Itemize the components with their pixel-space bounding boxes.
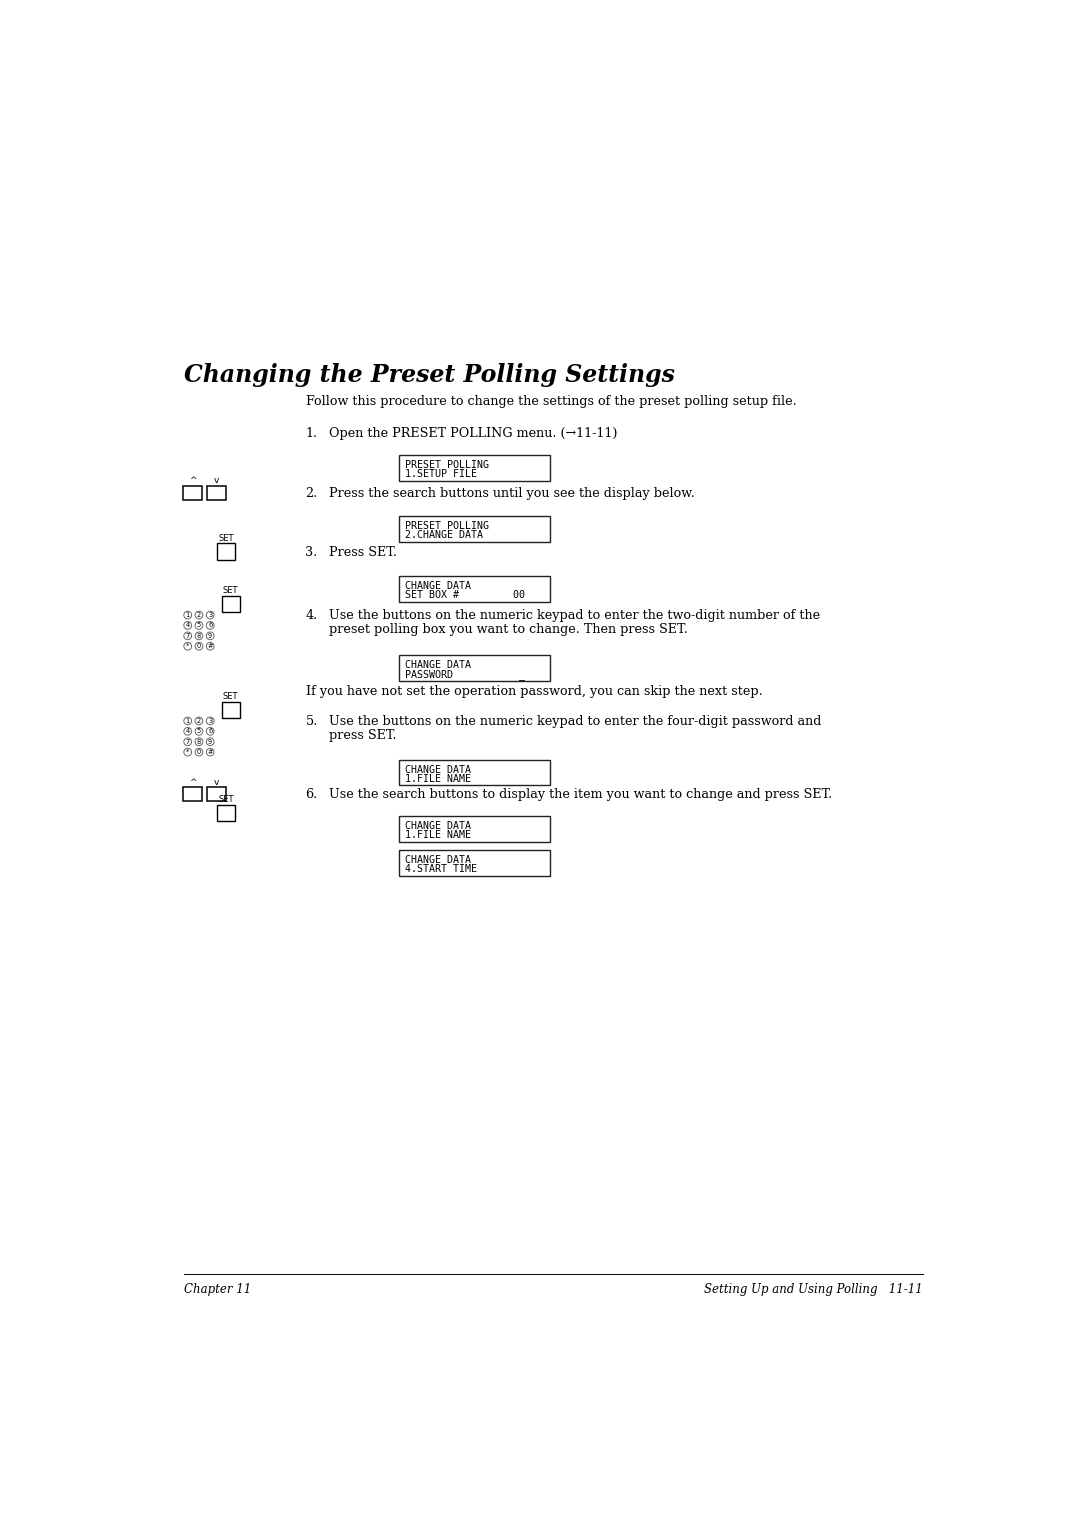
FancyBboxPatch shape [221, 596, 240, 613]
Text: press SET.: press SET. [328, 729, 396, 741]
Text: CHANGE DATA: CHANGE DATA [405, 660, 471, 671]
Text: 2: 2 [197, 718, 201, 724]
Text: Chapter 11: Chapter 11 [184, 1284, 251, 1296]
Text: 2.: 2. [306, 487, 318, 500]
Text: 4.: 4. [306, 610, 318, 622]
FancyBboxPatch shape [399, 759, 550, 785]
Text: 2: 2 [197, 613, 201, 617]
Text: 9: 9 [208, 738, 213, 744]
FancyBboxPatch shape [217, 544, 235, 559]
Text: 4.START TIME: 4.START TIME [405, 865, 477, 874]
Text: 9: 9 [208, 633, 213, 639]
Text: Follow this procedure to change the settings of the preset polling setup file.: Follow this procedure to change the sett… [306, 396, 796, 408]
Text: SET: SET [222, 692, 239, 701]
Text: 4: 4 [186, 622, 190, 628]
FancyBboxPatch shape [183, 787, 202, 801]
Text: ^: ^ [189, 778, 197, 787]
Text: 2.CHANGE DATA: 2.CHANGE DATA [405, 530, 483, 541]
FancyBboxPatch shape [217, 805, 235, 821]
Text: #: # [207, 643, 213, 649]
Text: 0: 0 [197, 643, 201, 649]
Text: 4: 4 [186, 729, 190, 735]
Text: PRESET POLLING: PRESET POLLING [405, 521, 489, 532]
Text: 3.: 3. [306, 545, 318, 559]
Text: 1.SETUP FILE: 1.SETUP FILE [405, 469, 477, 478]
Text: Press SET.: Press SET. [328, 545, 396, 559]
Text: ^: ^ [189, 477, 197, 486]
FancyBboxPatch shape [399, 851, 550, 876]
Text: Use the buttons on the numeric keypad to enter the two-digit number of the: Use the buttons on the numeric keypad to… [328, 610, 820, 622]
Text: PRESET POLLING: PRESET POLLING [405, 460, 489, 471]
Text: 1: 1 [186, 718, 190, 724]
Text: v: v [214, 477, 219, 486]
FancyBboxPatch shape [399, 455, 550, 480]
Text: Changing the Preset Polling Settings: Changing the Preset Polling Settings [184, 364, 675, 388]
Text: PASSWORD           _: PASSWORD _ [405, 669, 525, 680]
FancyBboxPatch shape [399, 816, 550, 842]
Text: *: * [186, 749, 189, 755]
Text: 3: 3 [208, 718, 213, 724]
FancyBboxPatch shape [399, 576, 550, 602]
Text: 6.: 6. [306, 788, 318, 801]
Text: CHANGE DATA: CHANGE DATA [405, 822, 471, 831]
FancyBboxPatch shape [221, 701, 240, 718]
Text: 3: 3 [208, 613, 213, 617]
Text: CHANGE DATA: CHANGE DATA [405, 581, 471, 591]
Text: CHANGE DATA: CHANGE DATA [405, 856, 471, 865]
Text: 6: 6 [208, 729, 213, 735]
Text: SET BOX #         00: SET BOX # 00 [405, 590, 525, 601]
Text: 8: 8 [197, 738, 201, 744]
Text: 8: 8 [197, 633, 201, 639]
Text: Press the search buttons until you see the display below.: Press the search buttons until you see t… [328, 487, 694, 500]
Text: 5.: 5. [306, 715, 318, 729]
Text: Setting Up and Using Polling   11-11: Setting Up and Using Polling 11-11 [704, 1284, 923, 1296]
Text: CHANGE DATA: CHANGE DATA [405, 766, 471, 775]
Text: SET: SET [218, 795, 233, 804]
Text: 0: 0 [197, 749, 201, 755]
Text: 7: 7 [186, 633, 190, 639]
FancyBboxPatch shape [207, 787, 226, 801]
FancyBboxPatch shape [399, 516, 550, 542]
Text: 1.FILE NAME: 1.FILE NAME [405, 830, 471, 840]
Text: 7: 7 [186, 738, 190, 744]
Text: Open the PRESET POLLING menu. (→11-11): Open the PRESET POLLING menu. (→11-11) [328, 426, 618, 440]
Text: *: * [186, 643, 189, 649]
Text: 5: 5 [197, 622, 201, 628]
Text: Use the buttons on the numeric keypad to enter the four-digit password and: Use the buttons on the numeric keypad to… [328, 715, 821, 729]
Text: preset polling box you want to change. Then press SET.: preset polling box you want to change. T… [328, 623, 688, 636]
FancyBboxPatch shape [399, 656, 550, 680]
FancyBboxPatch shape [183, 486, 202, 500]
Text: v: v [214, 778, 219, 787]
Text: #: # [207, 749, 213, 755]
Text: SET: SET [218, 533, 233, 542]
Text: 5: 5 [197, 729, 201, 735]
Text: 1: 1 [186, 613, 190, 617]
Text: If you have not set the operation password, you can skip the next step.: If you have not set the operation passwo… [306, 685, 762, 698]
Text: 1.: 1. [306, 426, 318, 440]
Text: 6: 6 [208, 622, 213, 628]
FancyBboxPatch shape [207, 486, 226, 500]
Text: SET: SET [222, 587, 239, 594]
Text: Use the search buttons to display the item you want to change and press SET.: Use the search buttons to display the it… [328, 788, 832, 801]
Text: 1.FILE NAME: 1.FILE NAME [405, 773, 471, 784]
